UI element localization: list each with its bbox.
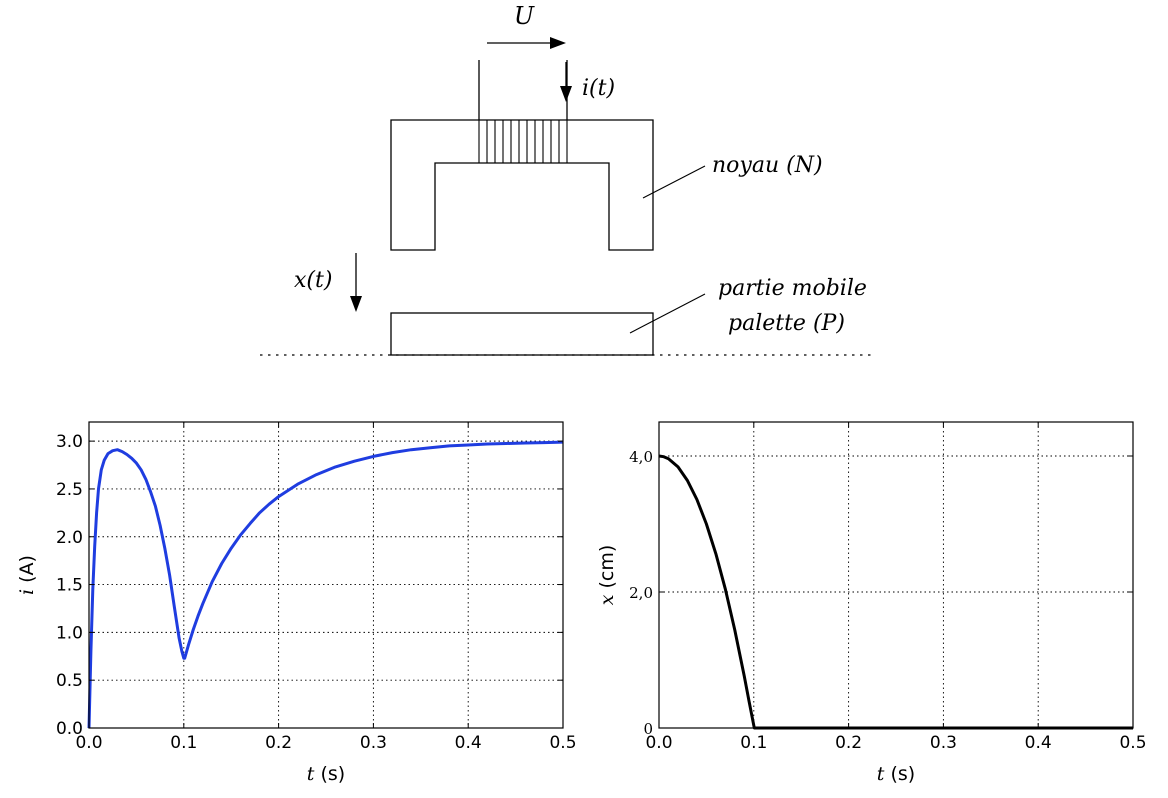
mobile-part-label: partie mobile: [718, 276, 867, 301]
x-tick-label: 0.1: [740, 733, 767, 753]
current-chart: 0.0 0.1 0.2 0.3 0.4 0.5 0.0 0.5 1.0 1.5 2.0 2.5 3.0 t…: [16, 421, 577, 785]
core-leader-line: [642, 165, 706, 199]
x-tick-label: 0.0: [645, 733, 672, 753]
y-axis-unit: (cm): [596, 545, 618, 595]
x-axis-label: t (s): [877, 763, 915, 785]
y-axis-label: i (A): [16, 555, 38, 595]
displacement-arrowhead: [350, 296, 362, 312]
plot-frame: [658, 421, 1134, 729]
x-axis-var: t: [307, 763, 315, 785]
y-tick-label: 0.5: [56, 671, 83, 691]
diagram-labels: U i(t) noyau (N) x(t) partie mobile pale…: [294, 2, 867, 336]
y-tick-label: 0: [643, 720, 653, 738]
y-tick-label: 3.0: [56, 432, 83, 452]
y-axis-label: x (cm): [596, 545, 618, 606]
x-tick-label: 0.5: [1119, 733, 1146, 753]
y-tick-label: 2.5: [56, 480, 83, 500]
current-arrowhead: [560, 86, 572, 102]
core-label: noyau (N): [712, 153, 823, 178]
core-shape: [390, 119, 654, 251]
x-tick-label: 0.3: [930, 733, 957, 753]
y-tick-label: 1.5: [56, 576, 83, 596]
x-tick-label: 0.3: [360, 733, 387, 753]
voltage-arrowhead: [550, 37, 566, 49]
displacement-chart: 0.0 0.1 0.2 0.3 0.4 0.5 0 2,0 4,0 t (s) x (cm): [596, 421, 1147, 785]
electromagnet-diagram: [260, 37, 872, 356]
series-line: [658, 454, 1133, 730]
y-axis-var: i: [16, 589, 38, 595]
palette-leader-line: [629, 293, 706, 334]
x-tick-label: 0.5: [549, 733, 576, 753]
y-tick-label: 1.0: [56, 623, 83, 643]
voltage-label: U: [514, 2, 535, 30]
y-axis-unit: (A): [16, 555, 38, 589]
y-tick-label: 0.0: [56, 719, 83, 739]
y-axis-var: x: [596, 594, 618, 605]
x-tick-label: 0.1: [170, 733, 197, 753]
x-axis-var: t: [877, 763, 885, 785]
x-tick-label: 0.4: [455, 733, 482, 753]
y-tick-label: 2,0: [629, 584, 653, 602]
x-tick-label: 0.0: [75, 733, 102, 753]
x-tick-label: 0.4: [1025, 733, 1052, 753]
x-axis-unit: (s): [314, 763, 345, 785]
palette-label: palette (P): [728, 311, 845, 336]
current-label: i(t): [582, 76, 615, 101]
x-axis-label: t (s): [307, 763, 345, 785]
coil-windings: [478, 120, 568, 163]
y-tick-label: 4,0: [629, 448, 653, 466]
y-tick-label: 2.0: [56, 528, 83, 548]
series-line: [87, 440, 564, 729]
x-axis-unit: (s): [884, 763, 915, 785]
x-tick-label: 0.2: [265, 733, 292, 753]
palette-shape: [390, 312, 654, 356]
x-tick-label: 0.2: [835, 733, 862, 753]
displacement-label: x(t): [294, 268, 332, 293]
plot-frame: [88, 421, 564, 729]
